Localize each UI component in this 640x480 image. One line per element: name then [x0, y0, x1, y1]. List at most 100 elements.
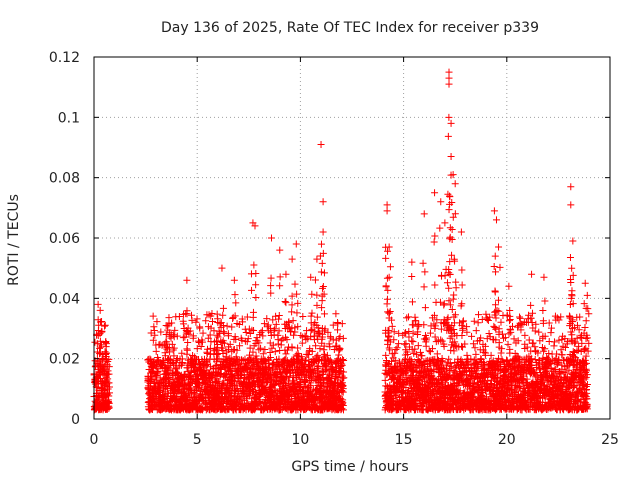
data-point: [468, 332, 476, 340]
data-point: [165, 314, 173, 322]
data-point: [259, 332, 267, 340]
data-point: [225, 332, 233, 340]
data-point: [395, 329, 403, 337]
data-point: [257, 344, 265, 352]
data-point: [193, 315, 201, 323]
data-point: [521, 331, 529, 339]
data-point: [181, 333, 189, 341]
data-point: [208, 310, 216, 318]
data-point: [179, 334, 187, 342]
data-point: [220, 339, 228, 347]
data-point: [105, 392, 113, 400]
data-point: [414, 342, 422, 350]
data-point: [188, 311, 196, 319]
data-point: [249, 348, 257, 356]
data-point: [150, 323, 158, 331]
data-point: [149, 312, 157, 320]
data-point: [492, 314, 500, 322]
data-point: [236, 396, 244, 404]
data-point: [154, 365, 162, 373]
data-point: [471, 344, 479, 352]
data-point: [475, 311, 483, 319]
data-point: [459, 318, 467, 326]
data-point: [246, 344, 254, 352]
data-point: [105, 389, 113, 397]
data-point: [246, 329, 254, 337]
data-point: [209, 317, 217, 325]
data-point: [472, 327, 480, 335]
data-point: [168, 319, 176, 327]
data-point: [228, 323, 236, 331]
data-point: [105, 399, 113, 407]
data-point: [175, 313, 183, 321]
data-point: [196, 323, 204, 331]
data-point: [239, 318, 247, 326]
data-point: [193, 345, 201, 353]
data-point: [261, 346, 269, 354]
data-point: [558, 351, 566, 359]
data-point: [404, 313, 412, 321]
data-point: [474, 319, 482, 327]
data-point: [194, 337, 202, 345]
data-point: [98, 317, 106, 325]
data-point: [226, 340, 234, 348]
data-point: [171, 326, 179, 334]
data-point: [497, 318, 505, 326]
data-point: [170, 344, 178, 352]
data-point: [159, 357, 167, 365]
data-point: [193, 370, 201, 378]
data-point: [236, 342, 244, 350]
data-point: [199, 329, 207, 337]
data-point: [547, 329, 555, 337]
data-point: [100, 322, 108, 330]
data-point: [186, 386, 194, 394]
data-point: [557, 313, 565, 321]
data-point: [297, 331, 305, 339]
data-point: [223, 322, 231, 330]
data-point: [242, 329, 250, 337]
data-point: [336, 333, 344, 341]
data-point: [298, 339, 306, 347]
data-point: [151, 331, 159, 339]
data-point: [213, 371, 221, 379]
data-point: [197, 343, 205, 351]
data-point: [152, 347, 160, 355]
data-point: [510, 335, 518, 343]
grid-lines: [94, 57, 610, 419]
data-point: [576, 313, 584, 321]
data-point: [175, 396, 183, 404]
data-point: [516, 314, 524, 322]
data-point: [268, 344, 276, 352]
data-point: [576, 333, 584, 341]
data-point: [388, 322, 396, 330]
data-point: [222, 353, 230, 361]
data-point: [105, 363, 113, 371]
data-point: [206, 391, 214, 399]
data-point: [153, 318, 161, 326]
data-point: [207, 350, 215, 358]
data-point: [192, 318, 200, 326]
data-point: [178, 349, 186, 357]
data-point: [470, 317, 478, 325]
data-point: [338, 320, 346, 328]
data-point: [271, 348, 279, 356]
data-point: [403, 314, 411, 322]
data-point: [168, 340, 176, 348]
data-point: [173, 332, 181, 340]
data-point: [156, 387, 164, 395]
data-point: [233, 355, 241, 363]
data-point: [104, 367, 112, 375]
data-point: [198, 338, 206, 346]
data-point: [251, 406, 259, 414]
data-point: [244, 335, 252, 343]
data-point: [252, 352, 260, 360]
data-point: [101, 321, 109, 329]
data-point: [516, 313, 524, 321]
data-point: [525, 336, 533, 344]
data-point: [169, 376, 177, 384]
data-point: [157, 328, 165, 336]
data-point: [149, 336, 157, 344]
data-point: [505, 330, 513, 338]
data-point: [238, 336, 246, 344]
